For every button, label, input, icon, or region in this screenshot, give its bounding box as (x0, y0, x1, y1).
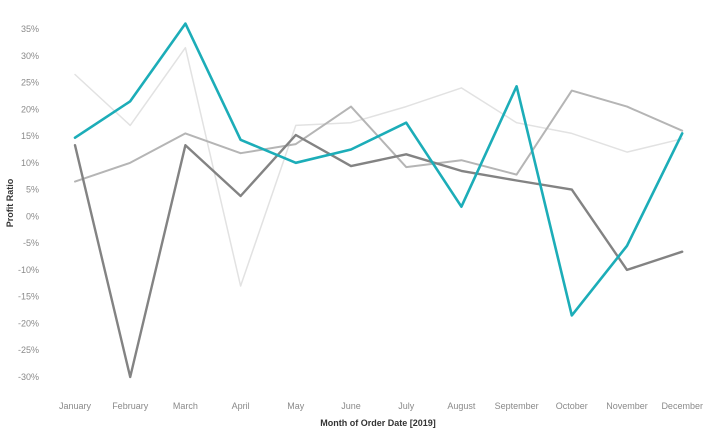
x-axis-ticks: January February March April May June July Augu… (59, 401, 703, 411)
y-tick-label: -30% (18, 372, 39, 382)
x-tick-label: September (495, 401, 539, 411)
y-tick-label: 20% (21, 104, 39, 114)
series-line-4 (73, 22, 684, 317)
y-axis-title: Profit Ratio (5, 178, 15, 227)
y-tick-label: -15% (18, 292, 39, 302)
x-tick-label: October (556, 401, 588, 411)
x-tick-label: February (112, 401, 149, 411)
x-tick-label: January (59, 401, 92, 411)
y-axis-ticks: 35% 30% 25% 20% 15% 10% 5% 0% -5% -10% -15% -20% -25… (18, 24, 39, 382)
y-tick-label: -20% (18, 318, 39, 328)
y-tick-label: -25% (18, 345, 39, 355)
x-tick-label: April (232, 401, 250, 411)
y-tick-label: 15% (21, 131, 39, 141)
x-tick-label: May (287, 401, 305, 411)
x-tick-label: November (606, 401, 648, 411)
y-tick-label: 10% (21, 158, 39, 168)
series-line-1 (74, 46, 683, 287)
x-tick-label: June (341, 401, 361, 411)
y-tick-label: 0% (26, 211, 39, 221)
series-line-3 (73, 133, 684, 379)
y-tick-label: 30% (21, 51, 39, 61)
series-lines (73, 22, 684, 379)
x-tick-label: December (661, 401, 703, 411)
y-tick-label: -10% (18, 265, 39, 275)
x-tick-label: March (173, 401, 198, 411)
x-tick-label: August (447, 401, 476, 411)
x-tick-label: July (398, 401, 415, 411)
y-tick-label: 25% (21, 78, 39, 88)
y-tick-label: 5% (26, 185, 39, 195)
y-tick-label: 35% (21, 24, 39, 34)
y-tick-label: -5% (23, 238, 39, 248)
x-axis-title: Month of Order Date [2019] (320, 418, 436, 428)
